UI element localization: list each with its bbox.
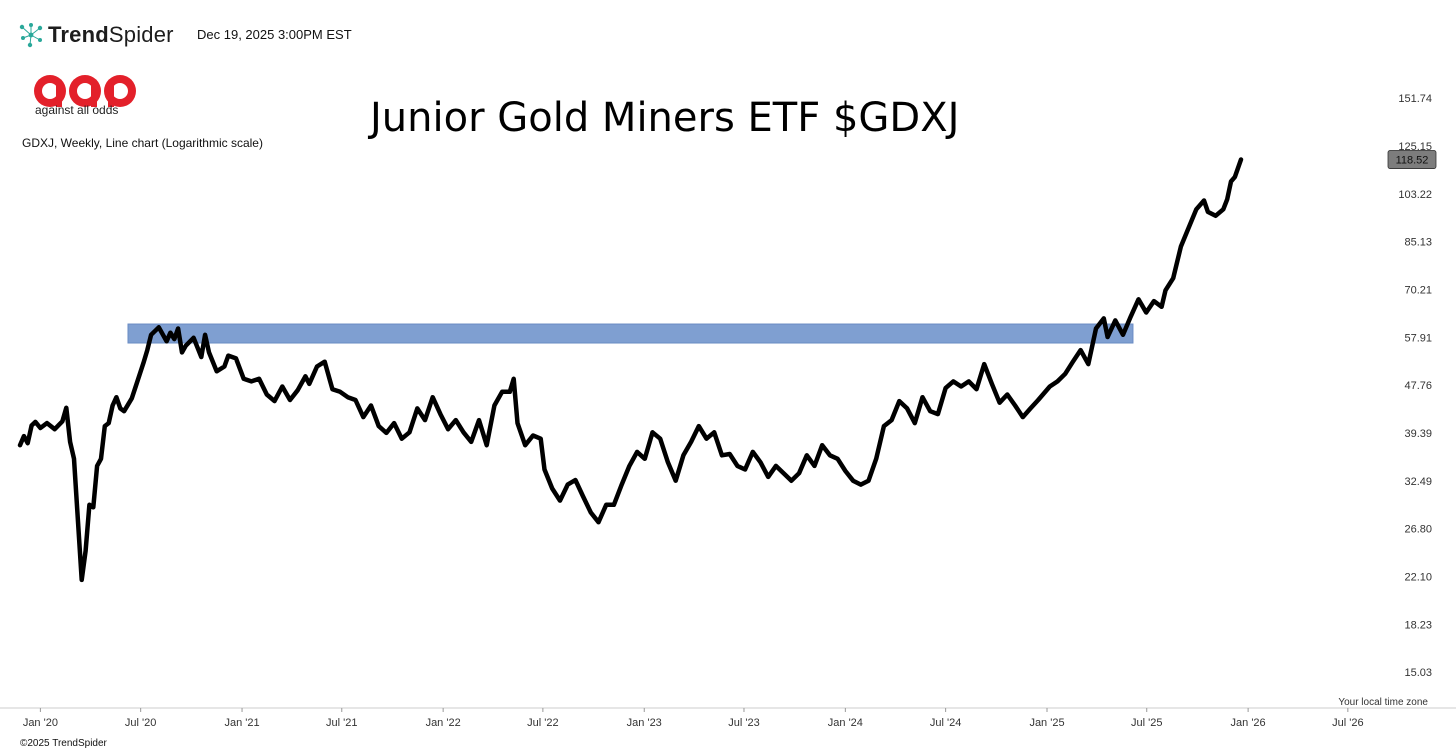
y-tick-label: 47.76 [1404,380,1432,392]
trendspider-brand: TrendSpider [18,22,174,48]
x-tick-label: Jan '26 [1231,717,1266,729]
y-tick-label: 85.13 [1404,237,1432,249]
brand-name: TrendSpider [48,22,174,47]
x-tick-label: Jan '23 [627,717,662,729]
y-tick-label: 151.74 [1398,93,1432,105]
y-tick-label: 18.23 [1404,619,1432,631]
y-tick-label: 70.21 [1404,285,1432,297]
x-tick-label: Jan '25 [1029,717,1064,729]
y-tick-label: 103.22 [1398,189,1432,201]
y-tick-label: 57.91 [1404,332,1432,344]
chart-subtitle: GDXJ, Weekly, Line chart (Logarithmic sc… [22,136,263,150]
x-tick-label: Jul '26 [1332,717,1363,729]
y-tick-label: 125.15 [1398,141,1432,153]
x-tick-label: Jul '23 [728,717,759,729]
x-tick-label: Jan '21 [224,717,259,729]
aao-tagline: against all odds [35,103,119,117]
y-tick-label: 15.03 [1404,667,1432,679]
resistance-zone [127,323,1134,344]
y-tick-label: 32.49 [1404,476,1432,488]
timezone-note: Your local time zone [1338,697,1428,708]
chart-timestamp: Dec 19, 2025 3:00PM EST [197,27,352,42]
x-tick-label: Jan '24 [828,717,863,729]
y-tick-label: 22.10 [1404,571,1432,583]
y-tick-label: 26.80 [1404,524,1432,536]
y-tick-label: 39.39 [1404,428,1432,440]
aao-logo-icon [34,75,136,107]
x-tick-label: Jan '20 [23,717,58,729]
x-tick-label: Jul '21 [326,717,357,729]
x-tick-label: Jul '25 [1131,717,1162,729]
x-tick-label: Jul '24 [930,717,961,729]
trendspider-logo-icon [19,23,43,48]
price-line [17,157,1244,583]
last-price-badge [1387,150,1437,169]
x-tick-label: Jul '20 [125,717,156,729]
x-tick-label: Jan '22 [426,717,461,729]
last-price-label: 118.52 [1396,155,1429,167]
copyright-text: ©2025 TrendSpider [20,738,107,749]
chart-title: Junior Gold Miners ETF $GDXJ [370,95,960,141]
x-tick-label: Jul '22 [527,717,558,729]
